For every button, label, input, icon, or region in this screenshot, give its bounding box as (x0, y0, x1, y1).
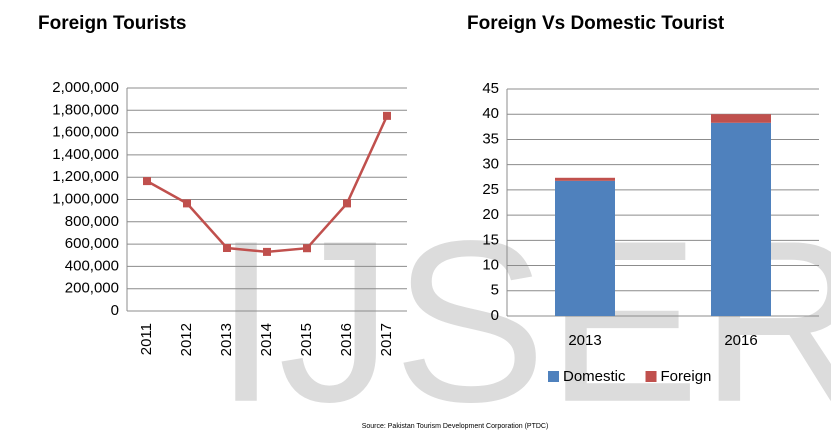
y-tick-label: 600,000 (65, 235, 119, 252)
x-tick-label: 2013 (218, 323, 235, 356)
bar-segment (711, 114, 771, 123)
legend-swatch (645, 371, 657, 382)
y-tick-label: 15 (482, 231, 499, 248)
y-tick-label: 45 (482, 80, 499, 97)
y-tick-label: 1,600,000 (52, 124, 119, 141)
legend-label: Domestic (563, 368, 626, 385)
x-tick-label: 2013 (568, 332, 601, 349)
y-tick-label: 400,000 (65, 257, 119, 274)
marker (303, 244, 311, 253)
y-tick-label: 35 (482, 130, 499, 147)
marker (143, 177, 151, 186)
legend-label: Foreign (661, 368, 712, 385)
y-tick-label: 2,000,000 (52, 79, 119, 96)
legend-swatch (548, 371, 559, 382)
marker (183, 199, 191, 208)
y-tick-label: 40 (482, 105, 499, 122)
x-tick-label: 2011 (138, 323, 155, 355)
marker (343, 199, 351, 208)
y-tick-label: 10 (482, 257, 499, 274)
x-tick-label: 2016 (724, 332, 757, 349)
y-tick-label: 0 (111, 302, 119, 319)
x-tick-label: 2017 (378, 323, 395, 356)
y-tick-label: 800,000 (65, 213, 119, 230)
y-tick-label: 1,800,000 (52, 101, 119, 118)
x-tick-label: 2014 (258, 323, 275, 356)
y-tick-label: 5 (491, 282, 499, 299)
bar-segment (555, 180, 615, 316)
marker (383, 111, 391, 120)
y-tick-label: 0 (491, 307, 499, 324)
y-tick-label: 1,400,000 (52, 146, 119, 163)
y-tick-label: 200,000 (65, 280, 119, 297)
x-tick-label: 2016 (338, 323, 355, 356)
marker (263, 247, 271, 256)
bar-segment (711, 122, 771, 316)
marker (223, 244, 231, 253)
y-tick-label: 20 (482, 206, 499, 223)
chart-title: Foreign Vs Domestic Tourist (467, 13, 725, 34)
y-tick-label: 1,200,000 (52, 168, 119, 185)
y-tick-label: 1,000,000 (52, 190, 119, 207)
x-tick-label: 2012 (178, 323, 195, 356)
bar-segment (555, 177, 615, 181)
source-note: Source: Pakistan Tourism Development Cor… (362, 423, 549, 430)
x-tick-label: 2015 (298, 323, 315, 356)
y-tick-label: 30 (482, 156, 499, 173)
chart-title: Foreign Tourists (38, 13, 186, 34)
y-tick-label: 25 (482, 181, 499, 198)
